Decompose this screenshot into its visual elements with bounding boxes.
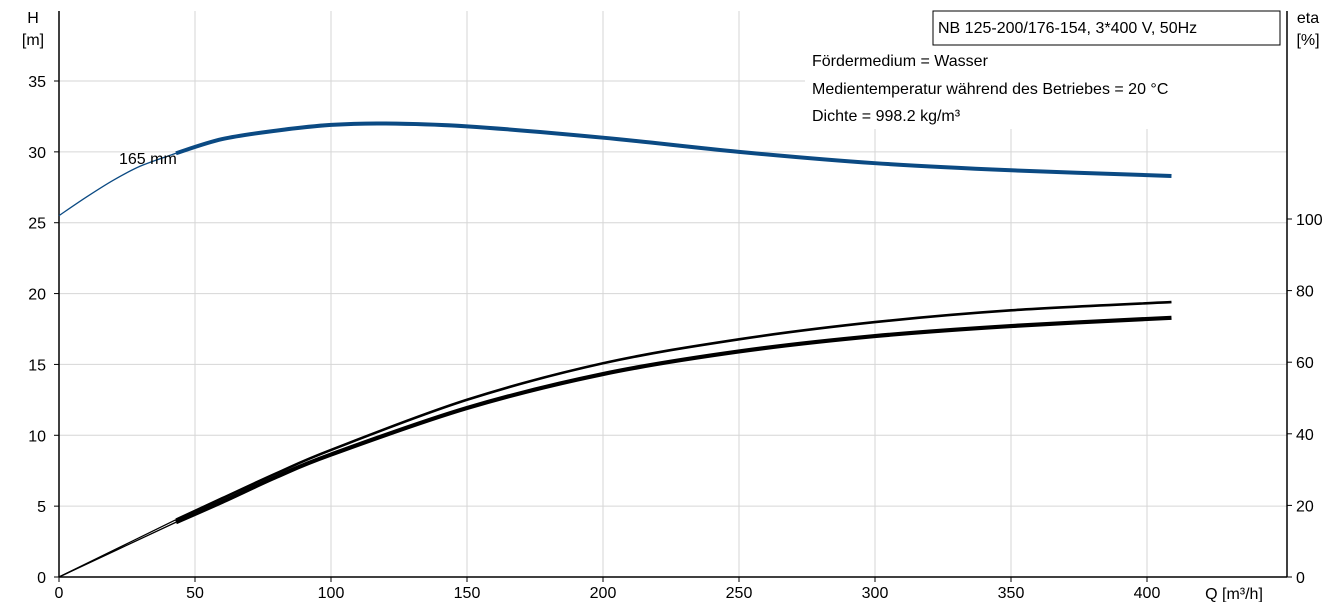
x-tick-label: 400 xyxy=(1134,585,1161,602)
y-right-axis-unit: [%] xyxy=(1296,32,1319,49)
y-right-tick-label: 40 xyxy=(1296,427,1314,444)
y-right-axis-title: eta xyxy=(1297,10,1319,27)
efficiency-curve-lower-extension xyxy=(58,521,177,578)
impeller-diameter-label: 165 mm xyxy=(119,151,177,168)
y-left-tick-label: 10 xyxy=(28,428,46,445)
y-right-tick-label: 100 xyxy=(1296,212,1323,229)
info-line-temperature: Medientemperatur während des Betriebes =… xyxy=(812,81,1168,98)
x-tick-label: 50 xyxy=(186,585,204,602)
x-tick-label: 100 xyxy=(318,585,345,602)
model-label-box xyxy=(932,10,1281,46)
head-curve-extension xyxy=(58,152,177,217)
x-tick-label: 350 xyxy=(998,585,1025,602)
y-left-tick-label: 25 xyxy=(28,216,46,233)
y-left-tick-label: 20 xyxy=(28,287,46,304)
model-label: NB 125-200/176-154, 3*400 V, 50Hz xyxy=(938,20,1197,37)
x-tick-label: 250 xyxy=(726,585,753,602)
plot-frame xyxy=(54,11,1292,582)
y-left-tick-label: 30 xyxy=(28,145,46,162)
efficiency-curve-upper-line xyxy=(175,300,1172,521)
x-tick-label: 0 xyxy=(55,585,64,602)
x-axis-title: Q [m³/h] xyxy=(1205,586,1263,602)
y-left-tick-label: 0 xyxy=(37,570,46,587)
info-line-density: Dichte = 998.2 kg/m³ xyxy=(812,108,961,125)
y-left-tick-label: 35 xyxy=(28,74,46,91)
y-left-axis-title: H xyxy=(27,10,39,27)
info-line-medium: Fördermedium = Wasser xyxy=(812,53,989,70)
efficiency-curve-lower xyxy=(58,315,1172,578)
y-left-tick-label: 5 xyxy=(37,499,46,516)
x-tick-label: 300 xyxy=(862,585,889,602)
head-curve-line xyxy=(175,121,1172,178)
efficiency-curve-lower-line xyxy=(175,315,1172,525)
x-tick-label: 150 xyxy=(454,585,481,602)
head-curve xyxy=(58,121,1172,217)
y-right-tick-label: 80 xyxy=(1296,284,1314,301)
efficiency-curve-upper xyxy=(58,300,1172,578)
y-right-tick-label: 60 xyxy=(1296,355,1314,372)
y-left-tick-label: 15 xyxy=(28,357,46,374)
series-group xyxy=(58,121,1172,578)
y-left-axis-unit: [m] xyxy=(22,32,44,49)
grid xyxy=(59,11,1287,577)
y-right-tick-label: 20 xyxy=(1296,498,1314,515)
x-tick-label: 200 xyxy=(590,585,617,602)
y-right-tick-label: 0 xyxy=(1296,570,1305,587)
tick-labels: 0 50 100 150 200 250 300 350 4000510152025303502… xyxy=(28,74,1323,602)
